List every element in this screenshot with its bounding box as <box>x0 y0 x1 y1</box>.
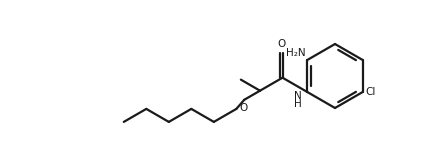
Text: O: O <box>239 103 248 113</box>
Text: N: N <box>294 91 302 101</box>
Text: O: O <box>278 39 286 49</box>
Text: H₂N: H₂N <box>286 48 305 58</box>
Text: H: H <box>294 99 302 109</box>
Text: Cl: Cl <box>366 87 376 97</box>
